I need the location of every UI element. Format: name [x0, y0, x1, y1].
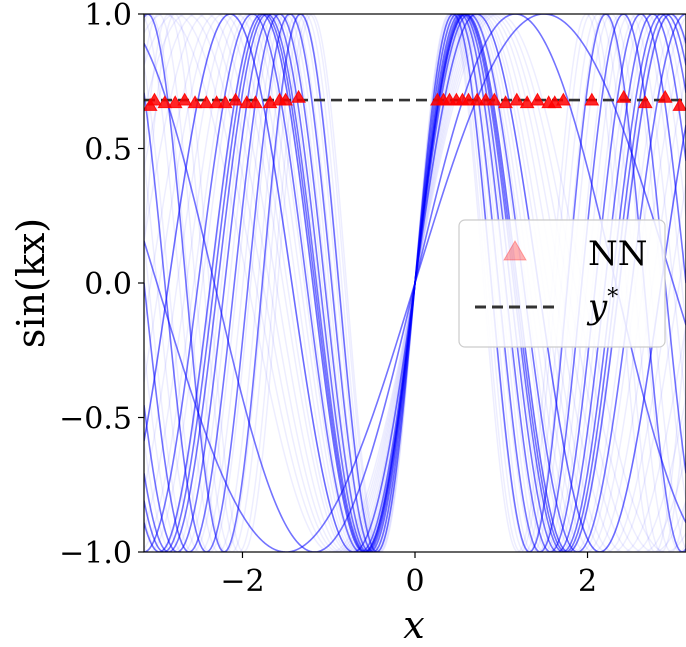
x-tick-label: 2: [578, 564, 597, 599]
y-tick-label: −0.5: [59, 402, 132, 437]
nn-marker: [177, 92, 193, 106]
legend: NN y*: [458, 219, 666, 348]
nn-marker: [657, 89, 673, 103]
nn-marker: [147, 92, 162, 106]
x-tick-label: 0: [405, 564, 424, 599]
nn-marker: [291, 89, 306, 103]
nn-marker: [248, 95, 263, 109]
y-tick-label: 1.0: [84, 0, 132, 33]
nn-marker: [228, 92, 243, 106]
nn-marker: [519, 95, 535, 109]
legend-box: [458, 219, 666, 348]
nn-marker: [584, 92, 600, 106]
nn-marker: [637, 95, 653, 109]
nn-marker: [672, 97, 686, 111]
y-axis-ticks: −1.0 −0.5 0.0 0.5 1.0: [59, 0, 144, 571]
legend-nn-marker: [503, 240, 527, 261]
nn-marker: [616, 89, 632, 103]
x-tick-label: −2: [220, 564, 264, 599]
y-axis-title: sin(kx): [9, 218, 53, 348]
nn-marker: [157, 95, 173, 109]
nn-marker: [198, 95, 214, 109]
y-tick-label: 0.5: [84, 133, 132, 168]
y-tick-label: −1.0: [59, 536, 132, 571]
nn-marker: [556, 92, 571, 106]
sine-curve: [144, 14, 686, 552]
nn-marker: [498, 95, 513, 109]
nn-marker: [187, 95, 203, 109]
x-axis-ticks: −2 0 2: [220, 552, 597, 599]
nn-marker: [217, 95, 233, 109]
x-axis-title: x: [403, 603, 424, 647]
nn-marker: [530, 92, 545, 106]
nn-marker: [486, 92, 502, 106]
y-tick-label: 0.0: [84, 267, 132, 302]
legend-nn-label: NN: [588, 234, 648, 274]
nn-marker: [509, 92, 525, 106]
nn-marker: [278, 92, 293, 106]
nn-markers: [144, 89, 686, 111]
